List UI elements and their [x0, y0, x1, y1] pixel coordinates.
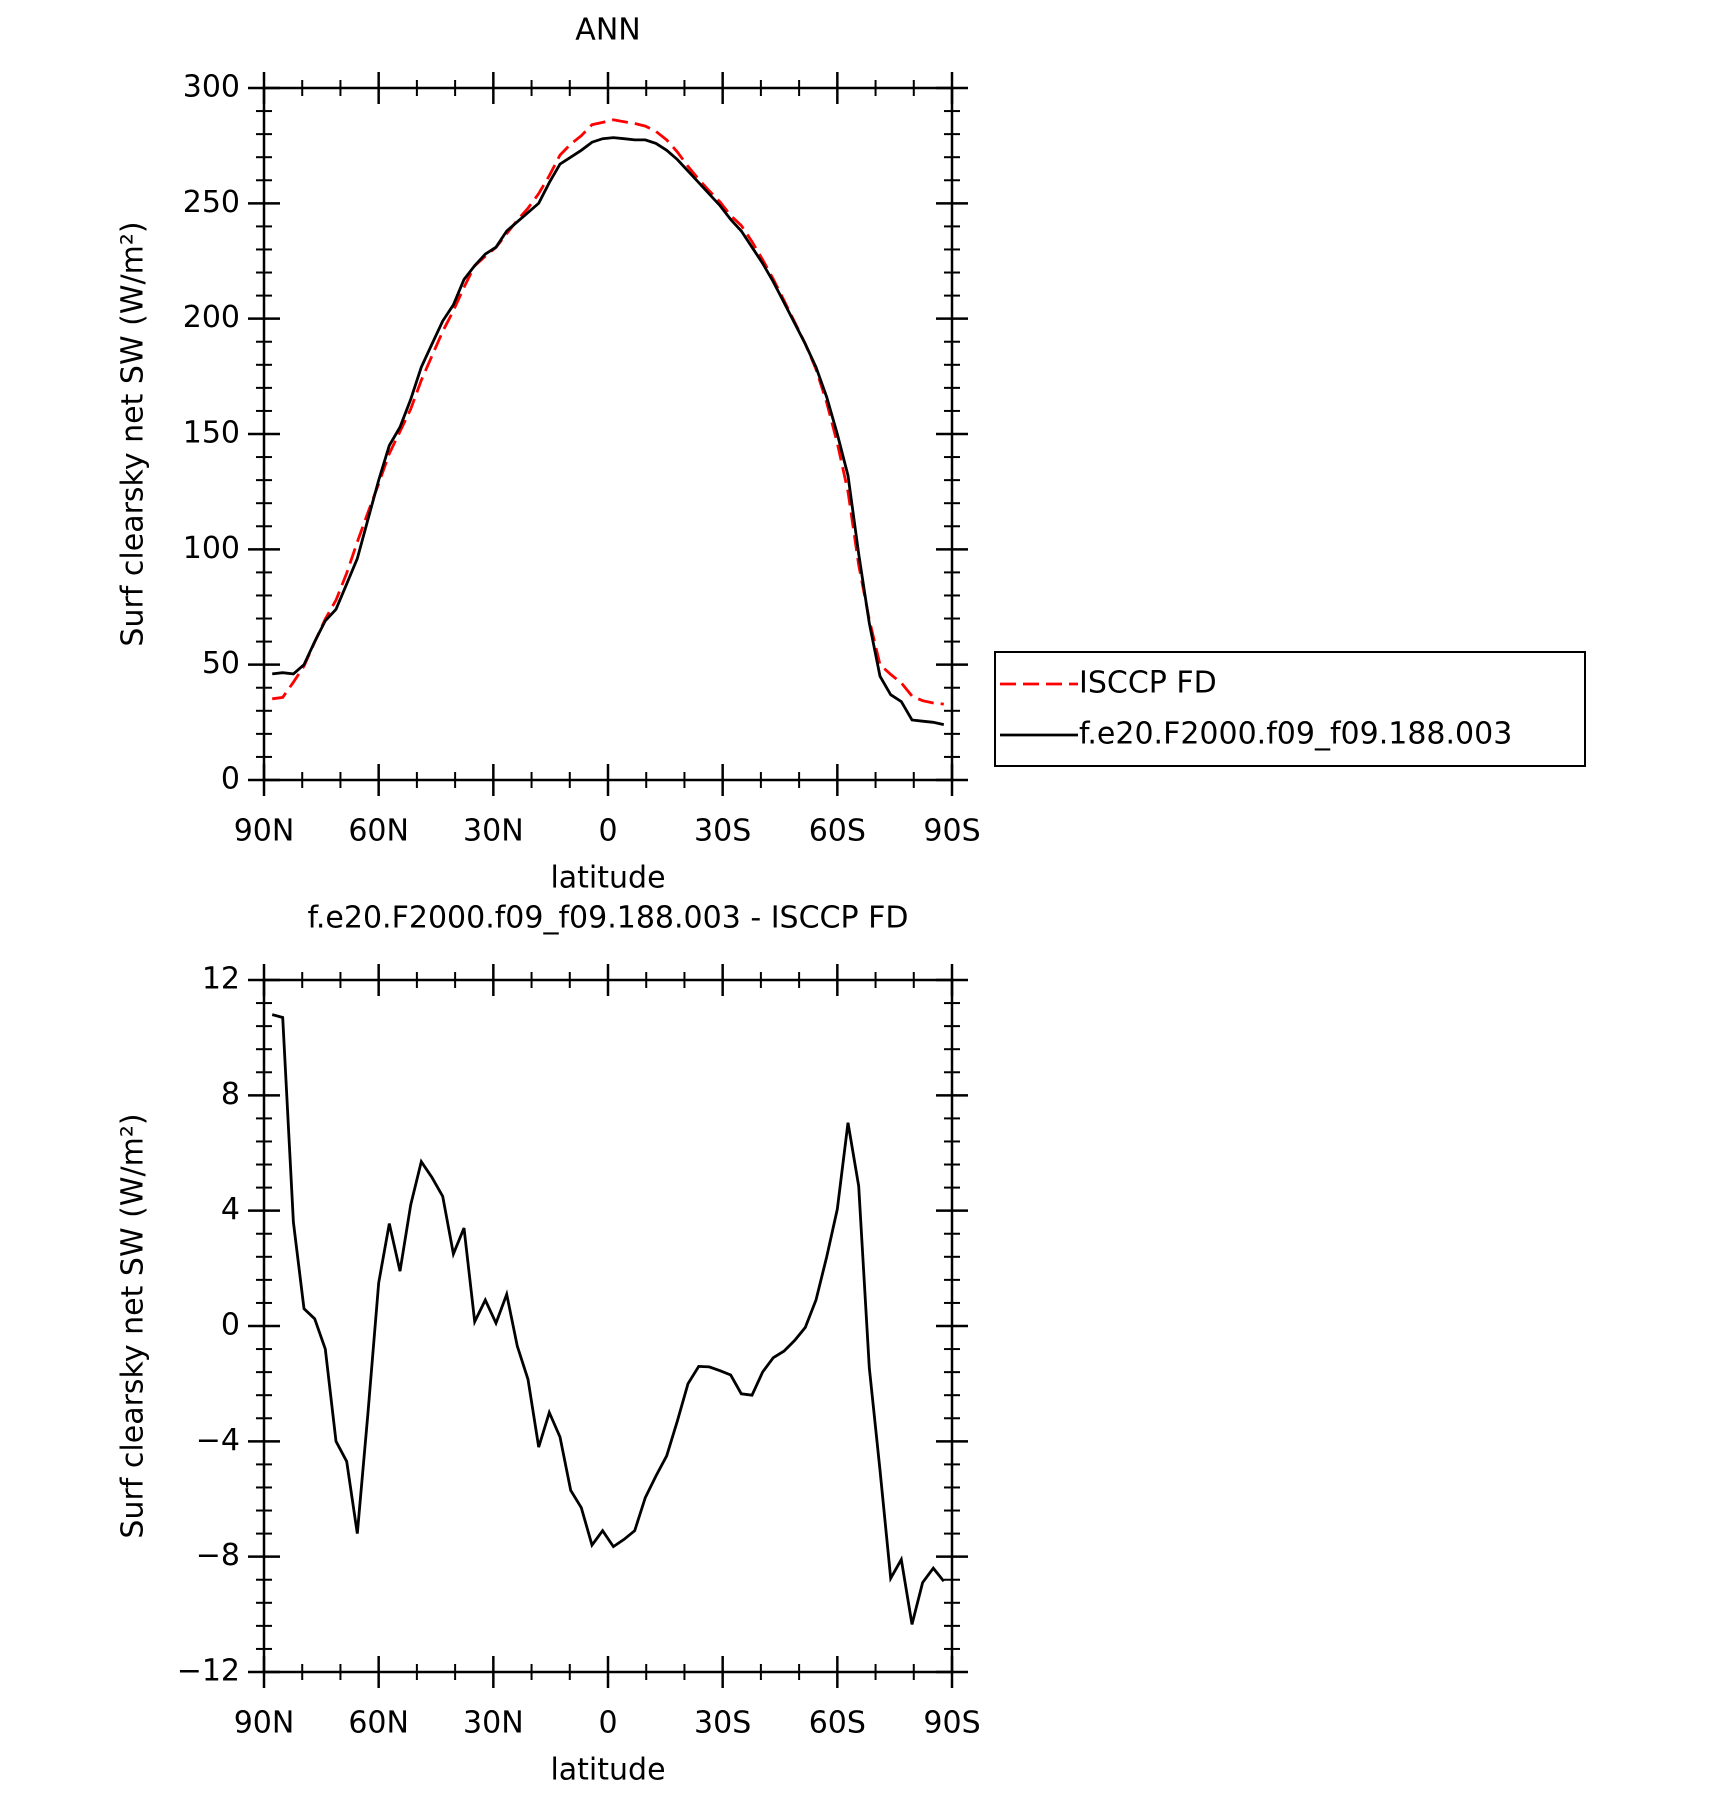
y-tick-label: 100	[183, 531, 240, 566]
series-line	[272, 118, 944, 706]
y-tick-label: −8	[196, 1538, 240, 1573]
y-tick-label: 200	[183, 300, 240, 335]
plot-frame	[262, 86, 954, 782]
y-tick-label: 4	[221, 1192, 240, 1227]
y-axis-label: Surf clearsky net SW (W/m²)	[116, 1113, 151, 1538]
x-tick-label: 60S	[809, 1706, 866, 1741]
x-tick-label: 30N	[463, 1706, 524, 1741]
y-tick-label: 0	[221, 762, 240, 797]
y-tick-label: 50	[202, 646, 240, 681]
chart-title: ANN	[575, 13, 640, 48]
x-tick-label: 30N	[463, 814, 524, 849]
x-tick-label: 0	[598, 1706, 617, 1741]
x-tick-label: 90N	[234, 814, 295, 849]
series-line	[271, 1013, 945, 1625]
y-tick-label: 300	[183, 70, 240, 105]
x-tick-label: 60S	[809, 814, 866, 849]
y-tick-label: 150	[183, 416, 240, 451]
x-tick-label: 60N	[348, 1706, 409, 1741]
y-axis-label: Surf clearsky net SW (W/m²)	[116, 221, 151, 646]
y-tick-label: 250	[183, 185, 240, 220]
x-tick-label: 0	[598, 814, 617, 849]
legend-box	[994, 651, 1586, 767]
x-tick-label: 90S	[923, 1706, 980, 1741]
y-tick-label: 12	[202, 962, 240, 997]
y-tick-label: −12	[177, 1654, 240, 1689]
legend-label: ISCCP FD	[1079, 666, 1217, 701]
x-axis-label: latitude	[550, 861, 665, 896]
legend-label: f.e20.F2000.f09_f09.188.003	[1079, 717, 1512, 752]
x-axis-label: latitude	[550, 1753, 665, 1788]
series-line	[272, 136, 945, 726]
chart-title: f.e20.F2000.f09_f09.188.003 - ISCCP FD	[308, 901, 909, 936]
x-tick-label: 90S	[923, 814, 980, 849]
y-tick-label: 0	[221, 1308, 240, 1343]
x-tick-label: 90N	[234, 1706, 295, 1741]
x-tick-label: 30S	[694, 814, 751, 849]
plot-frame	[262, 978, 954, 1674]
y-tick-label: −4	[196, 1423, 240, 1458]
x-tick-label: 30S	[694, 1706, 751, 1741]
x-tick-label: 60N	[348, 814, 409, 849]
y-tick-label: 8	[221, 1077, 240, 1112]
